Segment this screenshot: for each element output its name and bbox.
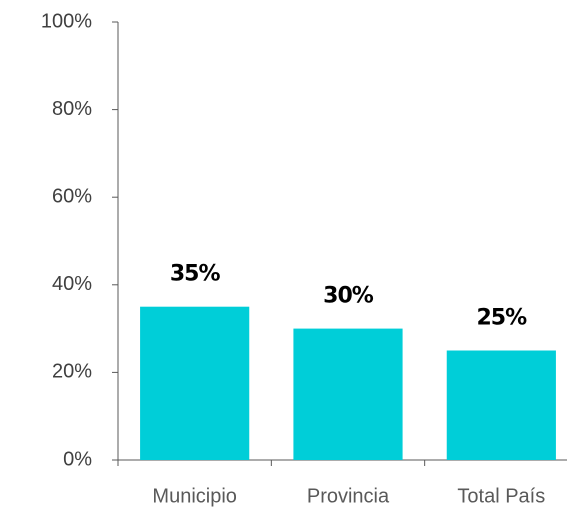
y-tick-label: 20% bbox=[52, 361, 92, 383]
bar bbox=[446, 350, 556, 460]
value-label: 35% bbox=[170, 262, 221, 287]
y-tick-label: 40% bbox=[52, 273, 92, 295]
x-tick-label: Provincia bbox=[307, 485, 390, 507]
y-tick-label: 80% bbox=[52, 98, 92, 120]
bar bbox=[293, 328, 403, 460]
value-label: 30% bbox=[323, 284, 374, 309]
y-tick-label: 60% bbox=[52, 185, 92, 207]
x-tick-label: Municipio bbox=[152, 485, 236, 507]
bar bbox=[140, 306, 250, 460]
y-tick-label: 100% bbox=[41, 10, 92, 32]
value-label: 25% bbox=[476, 306, 527, 331]
y-tick-label: 0% bbox=[63, 448, 92, 470]
x-tick-label: Total País bbox=[457, 485, 545, 507]
